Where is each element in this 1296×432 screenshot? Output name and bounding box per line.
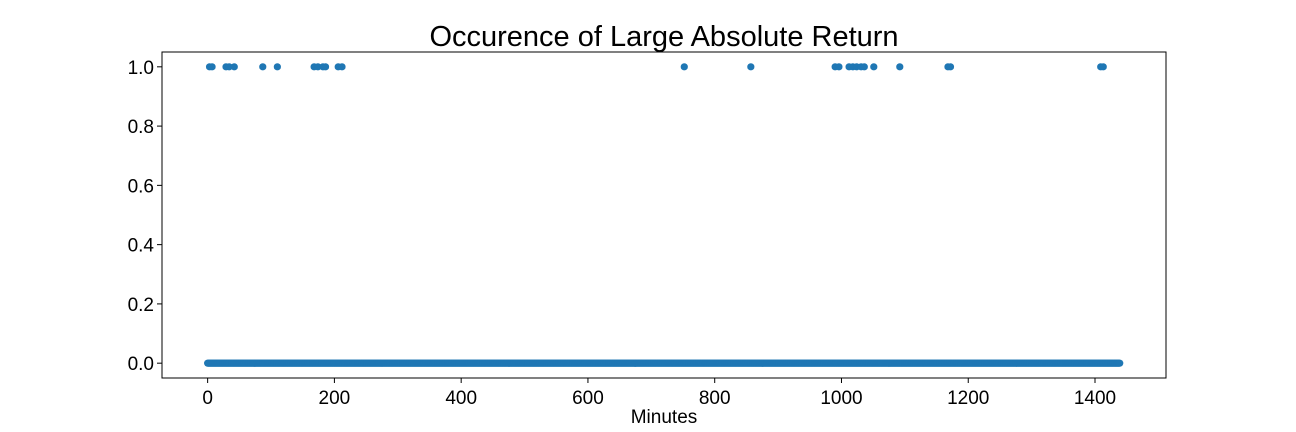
y-axis: 0.0 0.2 0.4 0.6 0.8 1.0 bbox=[128, 58, 162, 375]
data-point-one bbox=[225, 63, 233, 71]
data-point-one bbox=[946, 63, 955, 71]
y-tick-label: 0.0 bbox=[128, 354, 154, 375]
data-point-one bbox=[1099, 63, 1107, 71]
y-tick-label: 1.0 bbox=[128, 58, 154, 79]
plot-area bbox=[204, 63, 1124, 367]
x-axis: 0 200 400 600 800 1000 1200 1400 bbox=[202, 378, 1116, 409]
data-point-one bbox=[870, 63, 878, 71]
data-point-one bbox=[208, 63, 216, 71]
x-tick-label: 800 bbox=[699, 388, 731, 409]
data-point-zero bbox=[1116, 359, 1124, 367]
x-tick-label: 1200 bbox=[947, 388, 989, 409]
plot-frame bbox=[161, 51, 1167, 379]
data-point-one bbox=[314, 63, 322, 71]
x-tick-label: 400 bbox=[445, 388, 477, 409]
y-tick-label: 0.4 bbox=[128, 236, 155, 257]
data-point-one bbox=[860, 63, 868, 71]
data-point-one bbox=[835, 63, 843, 71]
x-tick-label: 1400 bbox=[1074, 388, 1116, 409]
x-axis-label: Minutes bbox=[631, 407, 698, 428]
data-point-one bbox=[321, 63, 330, 71]
data-point-one bbox=[896, 63, 904, 71]
x-tick-label: 200 bbox=[319, 388, 351, 409]
data-point-one bbox=[259, 63, 267, 71]
data-point-one bbox=[680, 63, 688, 71]
y-tick-label: 0.8 bbox=[128, 117, 154, 138]
data-point-one bbox=[338, 63, 346, 71]
x-tick-label: 600 bbox=[572, 388, 604, 409]
data-point-one bbox=[230, 63, 238, 71]
chart-title: Occurence of Large Absolute Return bbox=[429, 21, 898, 53]
x-tick-label: 1000 bbox=[820, 388, 862, 409]
y-tick-label: 0.6 bbox=[128, 176, 154, 197]
data-point-one bbox=[747, 63, 755, 71]
x-tick-label: 0 bbox=[202, 388, 213, 409]
data-point-one bbox=[273, 63, 281, 71]
y-tick-label: 0.2 bbox=[128, 295, 154, 316]
